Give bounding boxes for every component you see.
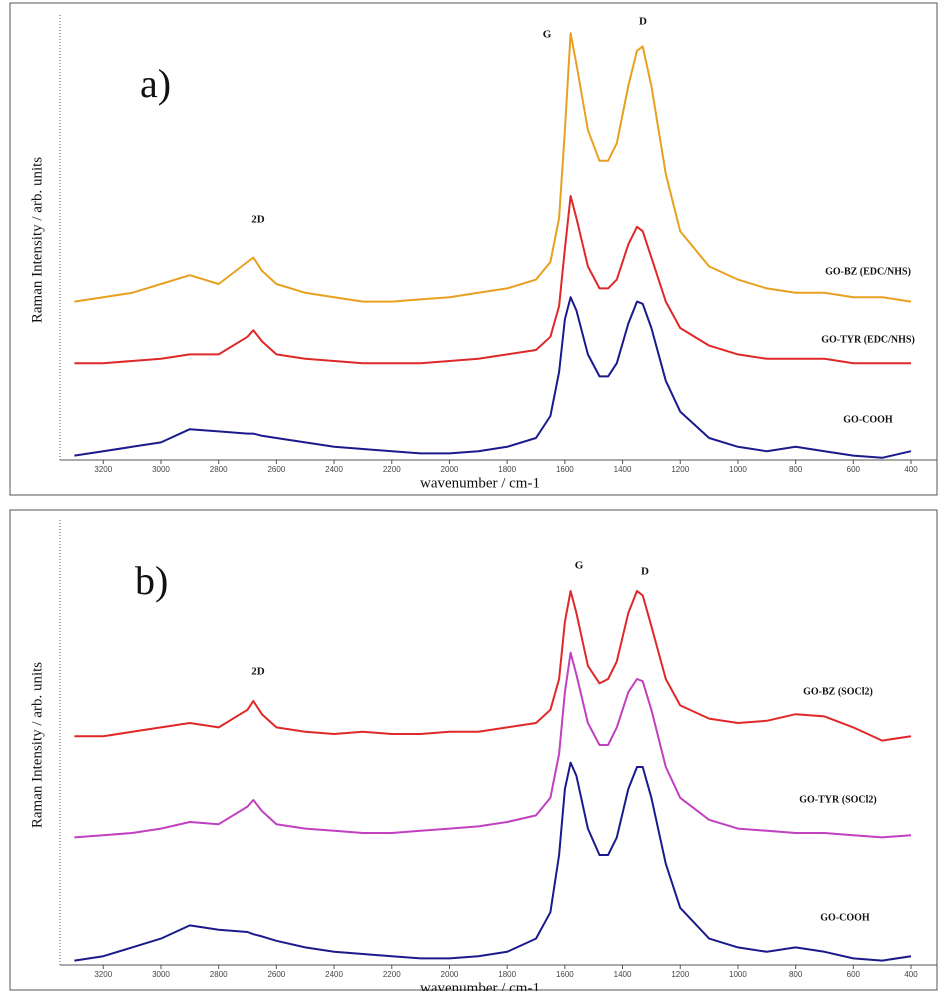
series-label: GO-COOH	[820, 912, 870, 923]
spectrum-line	[74, 590, 912, 742]
x-tick-label: 400	[904, 465, 918, 474]
x-tick-label: 1400	[614, 970, 632, 979]
x-tick-label: 800	[789, 465, 803, 474]
panel-frame	[9, 509, 938, 991]
series-label: GO-COOH	[843, 414, 893, 425]
x-tick-label: 400	[904, 970, 918, 979]
y-axis-label: Raman Intensity / arb. units	[29, 157, 45, 323]
x-tick-label: 1800	[498, 465, 516, 474]
x-tick-label: 3200	[94, 465, 112, 474]
x-tick-label: 600	[847, 970, 861, 979]
x-tick-label: 2800	[210, 465, 228, 474]
x-tick-label: 3000	[152, 465, 170, 474]
x-tick-label: 1000	[729, 970, 747, 979]
x-tick-label: 1200	[671, 970, 689, 979]
peak-label: G	[543, 29, 552, 41]
x-axis-label: wavenumber / cm-1	[420, 980, 540, 991]
peak-label: 2D	[251, 214, 265, 226]
x-tick-label: 2000	[441, 970, 459, 979]
peak-label: G	[575, 560, 584, 572]
spectrum-line	[74, 296, 912, 459]
x-tick-label: 1400	[614, 465, 632, 474]
y-axis-label: Raman Intensity / arb. units	[29, 662, 45, 828]
panel-label: a)	[140, 61, 171, 106]
peak-label: D	[641, 566, 649, 578]
x-tick-label: 1000	[729, 465, 747, 474]
x-tick-label: 1200	[671, 465, 689, 474]
series-label: GO-TYR (EDC/NHS)	[821, 334, 915, 345]
spectrum-line	[74, 32, 912, 303]
x-tick-label: 2600	[267, 465, 285, 474]
panel-label: b)	[135, 558, 168, 603]
x-tick-label: 2800	[210, 970, 228, 979]
x-axis-label: wavenumber / cm-1	[420, 475, 540, 491]
series-label: GO-BZ (EDC/NHS)	[825, 266, 911, 277]
x-tick-label: 2200	[383, 970, 401, 979]
x-tick-label: 3200	[94, 970, 112, 979]
panel-frame	[9, 2, 938, 496]
x-tick-label: 2600	[267, 970, 285, 979]
spectrum-line	[74, 761, 912, 962]
x-tick-label: 3000	[152, 970, 170, 979]
x-tick-label: 1600	[556, 970, 574, 979]
x-tick-label: 2200	[383, 465, 401, 474]
peak-label: D	[639, 16, 647, 28]
x-tick-label: 1800	[498, 970, 516, 979]
spectrum-line	[74, 651, 912, 839]
x-tick-label: 600	[847, 465, 861, 474]
x-tick-label: 2000	[441, 465, 459, 474]
x-tick-label: 800	[789, 970, 803, 979]
x-tick-label: 2400	[325, 970, 343, 979]
peak-label: 2D	[251, 666, 265, 678]
spectrum-line	[74, 195, 911, 365]
series-label: GO-TYR (SOCl2)	[799, 794, 877, 805]
series-label: GO-BZ (SOCl2)	[803, 686, 873, 697]
x-tick-label: 2400	[325, 465, 343, 474]
x-tick-label: 1600	[556, 465, 574, 474]
